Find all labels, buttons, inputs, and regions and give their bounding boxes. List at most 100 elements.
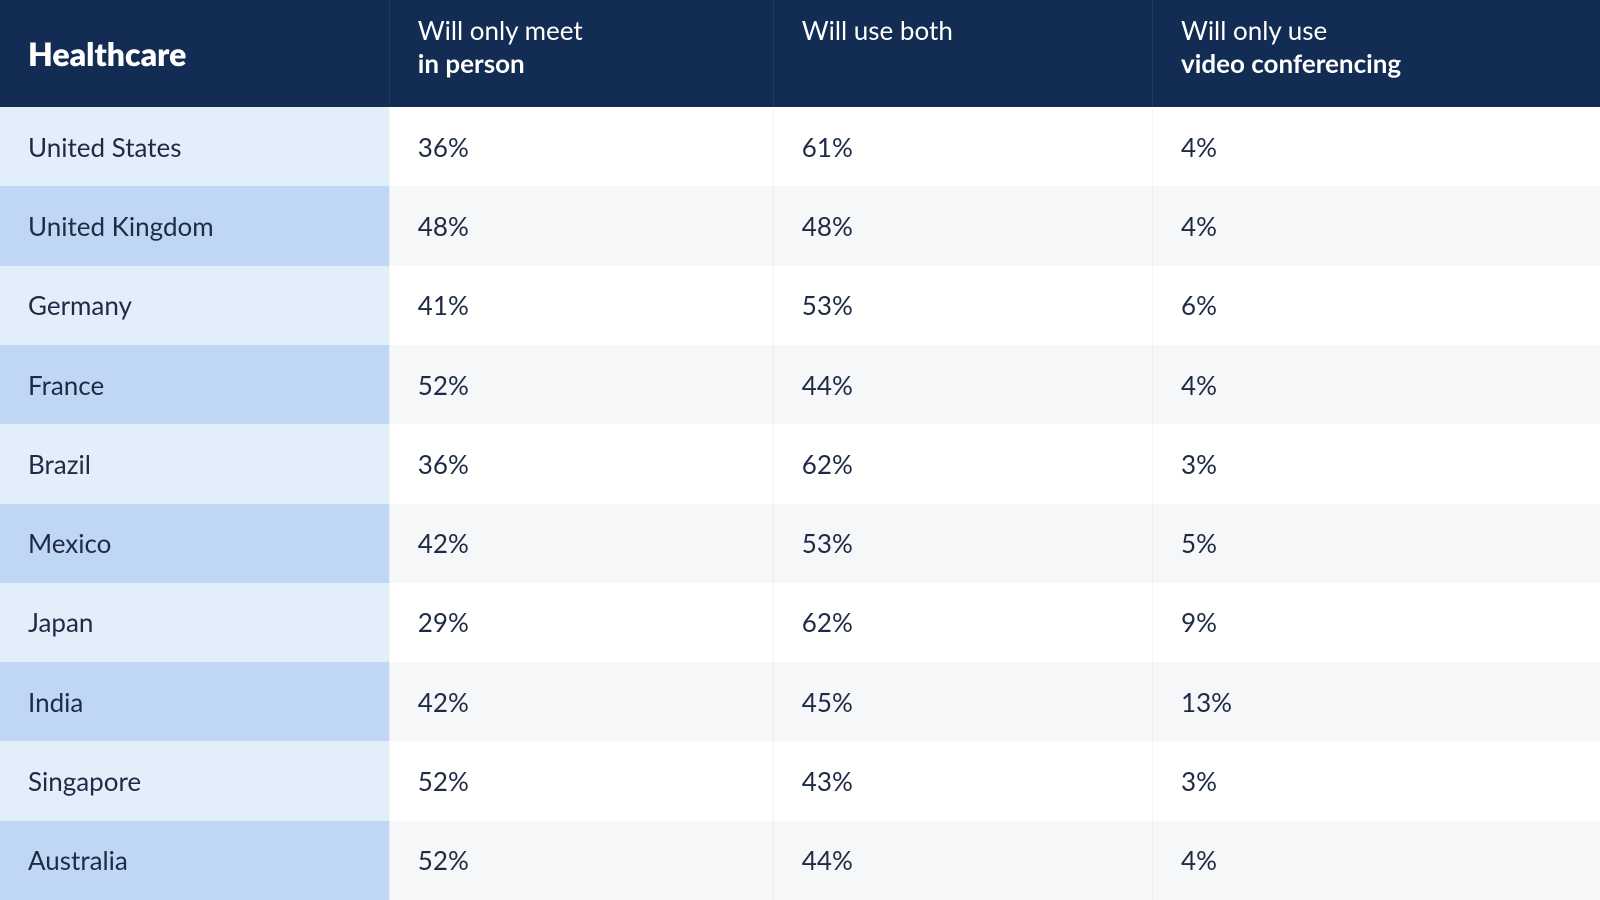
column-header-line2: in person: [418, 47, 525, 79]
row-value: 29%: [418, 606, 469, 638]
column-header-both: Will use both: [773, 0, 1152, 107]
row-label-cell: Mexico: [0, 504, 389, 583]
column-header-text: Will use both: [802, 14, 953, 47]
row-value-cell: 42%: [389, 504, 773, 583]
row-value: 48%: [418, 210, 469, 242]
row-label-cell: Singapore: [0, 741, 389, 820]
row-value-cell: 4%: [1152, 186, 1600, 265]
row-value: 52%: [418, 765, 469, 797]
column-header-line1: Will only meet: [418, 14, 583, 46]
row-value: 45%: [802, 686, 853, 718]
row-label: Singapore: [28, 765, 141, 797]
column-header-text: Will only use video conferencing: [1181, 14, 1401, 79]
table-row: Singapore 52% 43% 3%: [0, 741, 1600, 820]
table-row: Australia 52% 44% 4%: [0, 821, 1600, 900]
row-value: 53%: [802, 289, 853, 321]
column-header-line1: Will use both: [802, 14, 953, 46]
row-value-cell: 5%: [1152, 504, 1600, 583]
table-row: Brazil 36% 62% 3%: [0, 424, 1600, 503]
row-value-cell: 13%: [1152, 662, 1600, 741]
row-label: United States: [28, 131, 182, 163]
column-header-text: Will only meet in person: [418, 14, 583, 79]
row-value-cell: 3%: [1152, 424, 1600, 503]
healthcare-table: Healthcare Will only meet in person Will…: [0, 0, 1600, 900]
row-value-cell: 52%: [389, 741, 773, 820]
row-value: 53%: [802, 527, 853, 559]
row-label: Germany: [28, 289, 132, 321]
column-header-in-person: Will only meet in person: [389, 0, 773, 107]
row-label-cell: United Kingdom: [0, 186, 389, 265]
row-value: 3%: [1181, 765, 1217, 797]
row-value-cell: 48%: [773, 186, 1152, 265]
row-value: 44%: [802, 844, 853, 876]
row-value: 41%: [418, 289, 469, 321]
row-value-cell: 9%: [1152, 583, 1600, 662]
row-label-cell: Australia: [0, 821, 389, 900]
row-value: 52%: [418, 369, 469, 401]
row-value-cell: 52%: [389, 821, 773, 900]
row-value-cell: 3%: [1152, 741, 1600, 820]
row-value-cell: 43%: [773, 741, 1152, 820]
row-value: 4%: [1181, 369, 1217, 401]
row-value: 42%: [418, 686, 469, 718]
row-value: 5%: [1181, 527, 1217, 559]
row-value-cell: 29%: [389, 583, 773, 662]
table-row: Japan 29% 62% 9%: [0, 583, 1600, 662]
table-row: United Kingdom 48% 48% 4%: [0, 186, 1600, 265]
row-label-cell: India: [0, 662, 389, 741]
row-value: 3%: [1181, 448, 1217, 480]
row-value: 62%: [802, 448, 853, 480]
table-row: India 42% 45% 13%: [0, 662, 1600, 741]
row-value-cell: 4%: [1152, 345, 1600, 424]
row-value-cell: 45%: [773, 662, 1152, 741]
row-value: 62%: [802, 606, 853, 638]
row-value-cell: 62%: [773, 583, 1152, 662]
row-value: 9%: [1181, 606, 1217, 638]
row-value: 36%: [418, 448, 469, 480]
row-value: 4%: [1181, 210, 1217, 242]
row-value-cell: 53%: [773, 504, 1152, 583]
row-value-cell: 36%: [389, 107, 773, 186]
row-value: 4%: [1181, 131, 1217, 163]
row-value-cell: 48%: [389, 186, 773, 265]
table-title-cell: Healthcare: [0, 0, 389, 107]
table-row: Mexico 42% 53% 5%: [0, 504, 1600, 583]
table-row: United States 36% 61% 4%: [0, 107, 1600, 186]
row-label: Australia: [28, 844, 128, 876]
row-label: India: [28, 686, 83, 718]
table-title: Healthcare: [28, 34, 186, 74]
row-value-cell: 41%: [389, 266, 773, 345]
row-value: 36%: [418, 131, 469, 163]
row-value: 48%: [802, 210, 853, 242]
row-label-cell: United States: [0, 107, 389, 186]
row-label-cell: Japan: [0, 583, 389, 662]
row-value-cell: 52%: [389, 345, 773, 424]
row-value-cell: 44%: [773, 821, 1152, 900]
row-label: France: [28, 369, 104, 401]
row-value: 52%: [418, 844, 469, 876]
row-label: Mexico: [28, 527, 111, 559]
row-value-cell: 6%: [1152, 266, 1600, 345]
table-row: Germany 41% 53% 6%: [0, 266, 1600, 345]
row-label: Japan: [28, 606, 93, 638]
column-header-line1: Will only use: [1181, 14, 1327, 46]
row-value-cell: 4%: [1152, 107, 1600, 186]
row-value: 6%: [1181, 289, 1217, 321]
table-row: France 52% 44% 4%: [0, 345, 1600, 424]
row-value-cell: 4%: [1152, 821, 1600, 900]
row-value-cell: 36%: [389, 424, 773, 503]
table-header-row: Healthcare Will only meet in person Will…: [0, 0, 1600, 107]
row-value-cell: 53%: [773, 266, 1152, 345]
row-label-cell: France: [0, 345, 389, 424]
row-value-cell: 42%: [389, 662, 773, 741]
column-header-video: Will only use video conferencing: [1152, 0, 1600, 107]
row-value-cell: 44%: [773, 345, 1152, 424]
row-label: United Kingdom: [28, 210, 214, 242]
row-value: 61%: [802, 131, 853, 163]
row-value: 4%: [1181, 844, 1217, 876]
row-value: 43%: [802, 765, 853, 797]
row-label-cell: Germany: [0, 266, 389, 345]
row-label-cell: Brazil: [0, 424, 389, 503]
column-header-line2: video conferencing: [1181, 47, 1401, 79]
row-value: 42%: [418, 527, 469, 559]
